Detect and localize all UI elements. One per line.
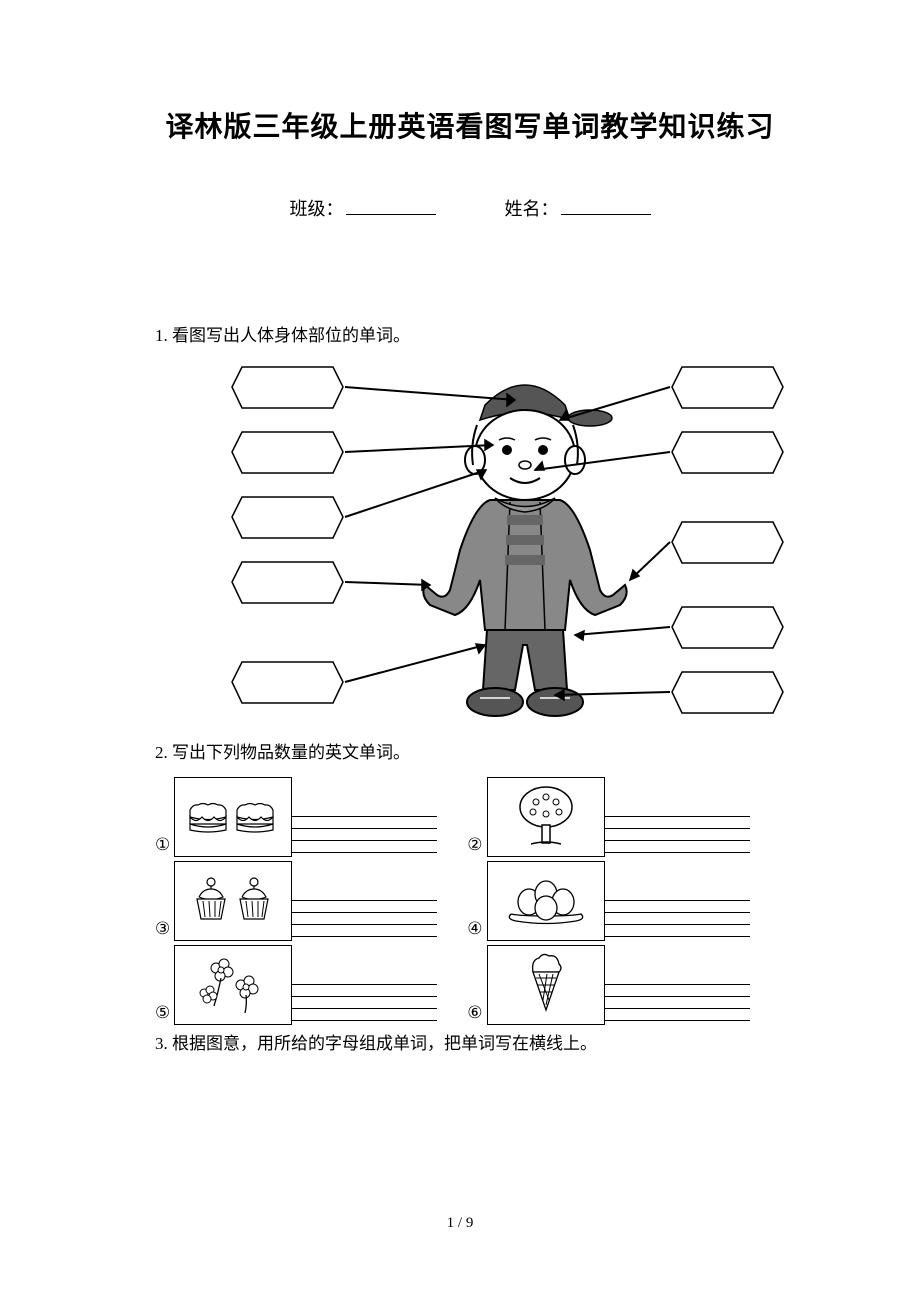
class-blank[interactable]: [346, 214, 436, 215]
student-info-row: 班级： 姓名：: [155, 195, 785, 221]
answer-lines-2[interactable]: [605, 805, 750, 853]
answer-lines-3[interactable]: [292, 889, 437, 937]
sandwich-icon: [174, 777, 292, 857]
question-3: 3. 根据图意，用所给的字母组成单词，把单词写在横线上。: [155, 1029, 785, 1054]
q2-item-5: ⑤: [155, 945, 437, 1025]
cupcake-icon: [174, 861, 292, 941]
item-number-6: ⑥: [467, 1003, 482, 1023]
eggs-icon: [487, 861, 605, 941]
q2-items-grid: ①: [155, 777, 785, 1025]
flowers-icon: [174, 945, 292, 1025]
q2-item-3: ③: [155, 861, 437, 941]
page-title: 译林版三年级上册英语看图写单词教学知识练习: [155, 105, 785, 145]
name-label: 姓名：: [505, 195, 559, 221]
item-number-1: ①: [155, 835, 170, 855]
item-number-2: ②: [467, 835, 482, 855]
q2-item-1: ①: [155, 777, 437, 857]
page-footer: 1 / 9: [0, 1215, 920, 1232]
item-number-4: ④: [467, 919, 482, 939]
tree-icon: [487, 777, 605, 857]
answer-lines-6[interactable]: [605, 973, 750, 1021]
item-number-3: ③: [155, 919, 170, 939]
connector-lines: [205, 360, 775, 730]
q2-item-6: ⑥: [467, 945, 749, 1025]
answer-lines-1[interactable]: [292, 805, 437, 853]
ice-cream-icon: [487, 945, 605, 1025]
answer-lines-4[interactable]: [605, 889, 750, 937]
q2-item-4: ④: [467, 861, 749, 941]
question-2: 2. 写出下列物品数量的英文单词。: [155, 738, 785, 763]
question-1: 1. 看图写出人体身体部位的单词。: [155, 321, 785, 346]
name-blank[interactable]: [561, 214, 651, 215]
answer-lines-5[interactable]: [292, 973, 437, 1021]
body-parts-diagram: [205, 360, 775, 730]
item-number-5: ⑤: [155, 1003, 170, 1023]
q2-item-2: ②: [467, 777, 749, 857]
class-label: 班级：: [290, 195, 344, 221]
